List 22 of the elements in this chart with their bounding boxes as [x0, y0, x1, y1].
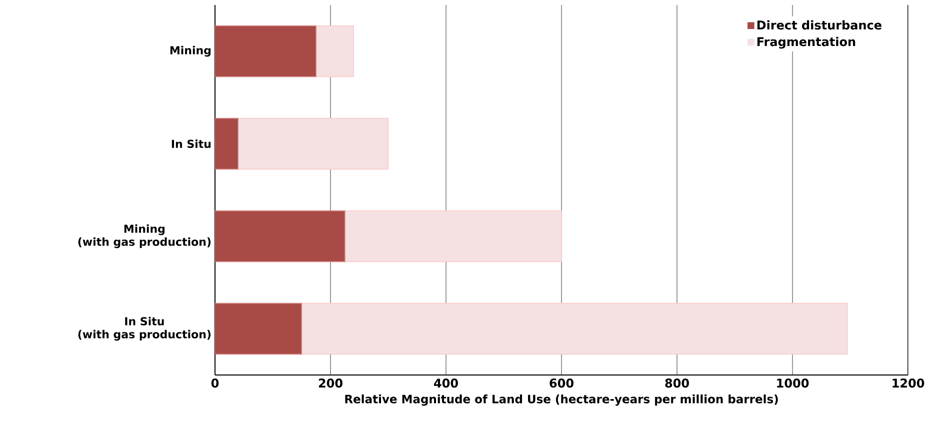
y-tick-label: In Situ (with gas production) — [78, 316, 211, 341]
x-tick-label: 0 — [211, 378, 219, 388]
y-tick-label: Mining (with gas production) — [78, 224, 211, 248]
x-tick-label: 200 — [318, 378, 342, 388]
bar — [215, 210, 346, 262]
x-tick-label: 800 — [665, 378, 689, 388]
y-tick-label: In Situ — [172, 140, 211, 148]
y-tick-label: Mining — [170, 46, 211, 57]
bar — [215, 118, 238, 170]
x-tick-label: 1000 — [777, 378, 809, 388]
bar — [316, 25, 354, 78]
bar — [344, 210, 562, 262]
bar — [301, 302, 848, 355]
x-axis-title: Relative Magnitude of Land Use (hectare-years per million barrels) — [345, 394, 778, 406]
bar — [215, 25, 316, 78]
bar — [238, 118, 389, 170]
x-tick-label: 1200 — [892, 378, 924, 388]
legend-label: Direct disturbance — [757, 20, 882, 30]
legend-label: Fragmentation — [757, 36, 856, 49]
x-tick-label: 600 — [550, 378, 574, 388]
x-tick-label: 400 — [434, 378, 458, 388]
bar — [215, 302, 302, 355]
